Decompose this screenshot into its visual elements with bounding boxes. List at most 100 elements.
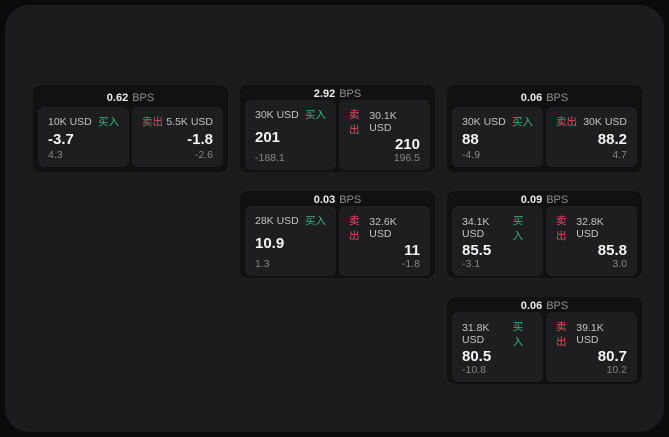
bps-value: 2.92 (313, 88, 336, 100)
buy-price: 201 (255, 128, 281, 146)
card-header: 0.06 BPS (452, 88, 637, 107)
sell-panel[interactable]: 卖出 30.1K USD 210 196.5 (339, 100, 430, 170)
bps-unit-label: BPS (339, 194, 362, 206)
sell-price: 80.7 (597, 348, 627, 365)
buy-panel[interactable]: 31.8K USD 买入 80.5 -10.8 (452, 312, 543, 382)
sell-panel-top: 卖出 5.5K USD (142, 114, 213, 129)
quote-card: 0.09 BPS 34.1K USD 买入 85.5 -3.1 卖出 32.8K… (447, 191, 642, 278)
sell-panel-top: 卖出 30K USD (556, 114, 627, 129)
bps-value: 0.06 (520, 91, 543, 104)
buy-delta: 1.3 (255, 258, 270, 270)
quote-card: 0.03 BPS 28K USD 买入 10.9 1.3 卖出 32.6K US… (240, 191, 435, 278)
buy-side-label: 买入 (512, 321, 524, 348)
buy-panel-top: 28K USD 买入 (255, 213, 326, 228)
sell-price: 85.8 (597, 242, 627, 259)
buy-price: 85.5 (462, 242, 492, 259)
sell-price: 210 (394, 136, 420, 153)
buy-panel-top: 31.8K USD 买入 (462, 319, 533, 349)
bps-value: 0.09 (520, 194, 543, 206)
sell-panel-top: 卖出 32.6K USD (349, 213, 420, 243)
sell-panel-top: 卖出 30.1K USD (349, 107, 420, 137)
buy-panel-top: 30K USD 买入 (462, 114, 533, 129)
sell-side-label: 卖出 (556, 321, 567, 348)
buy-amount: 30K USD (255, 108, 299, 121)
sell-side-label: 卖出 (349, 215, 360, 242)
side-panels: 31.8K USD 买入 80.5 -10.8 卖出 39.1K USD 80.… (452, 312, 637, 382)
quote-card: 0.06 BPS 31.8K USD 买入 80.5 -10.8 卖出 39.1… (447, 297, 642, 384)
sell-side-label: 卖出 (142, 116, 163, 128)
side-panels: 30K USD 买入 201 -188.1 卖出 30.1K USD 210 1… (245, 100, 430, 170)
sell-amount: 39.1K USD (576, 322, 604, 346)
quote-card: 0.62 BPS 10K USD 买入 -3.7 4.3 卖出 5.5K USD… (33, 85, 228, 172)
buy-delta: -3.1 (462, 258, 481, 270)
sell-panel-top: 卖出 32.8K USD (556, 213, 627, 243)
buy-side-label: 买入 (305, 109, 326, 121)
side-panels: 28K USD 买入 10.9 1.3 卖出 32.6K USD 11 -1.8 (245, 206, 430, 276)
buy-side-label: 买入 (98, 116, 119, 128)
buy-panel[interactable]: 34.1K USD 买入 85.5 -3.1 (452, 206, 543, 276)
buy-panel-top: 10K USD 买入 (48, 114, 119, 129)
sell-amount: 30K USD (583, 115, 627, 128)
sell-amount: 30.1K USD (369, 110, 397, 134)
sell-panel[interactable]: 卖出 39.1K USD 80.7 10.2 (546, 312, 637, 382)
buy-panel[interactable]: 30K USD 买入 88 -4.9 (452, 107, 543, 167)
quote-card: 0.06 BPS 30K USD 买入 88 -4.9 卖出 30K USD 8… (447, 85, 642, 172)
quote-card: 2.92 BPS 30K USD 买入 201 -188.1 卖出 30.1K … (240, 85, 435, 172)
bps-unit-label: BPS (132, 91, 155, 104)
sell-delta: -2.6 (194, 149, 213, 161)
sell-side-label: 卖出 (349, 109, 360, 136)
bps-value: 0.06 (520, 300, 543, 312)
buy-amount: 34.1K USD (462, 216, 490, 240)
buy-side-label: 买入 (305, 215, 326, 227)
sell-delta: 196.5 (393, 152, 420, 164)
buy-side-label: 买入 (512, 215, 524, 242)
side-panels: 10K USD 买入 -3.7 4.3 卖出 5.5K USD -1.8 -2.… (38, 107, 223, 167)
sell-delta: -1.8 (401, 258, 420, 270)
buy-delta: -10.8 (462, 364, 486, 376)
buy-delta: 4.3 (48, 149, 63, 161)
sell-delta: 10.2 (606, 364, 627, 376)
sell-panel-top: 卖出 39.1K USD (556, 319, 627, 349)
sell-delta: 4.7 (612, 149, 627, 161)
buy-panel-top: 34.1K USD 买入 (462, 213, 533, 243)
bps-unit-label: BPS (546, 194, 569, 206)
buy-panel[interactable]: 30K USD 买入 201 -188.1 (245, 100, 336, 170)
buy-amount: 30K USD (462, 115, 506, 128)
sell-panel[interactable]: 卖出 32.8K USD 85.8 3.0 (546, 206, 637, 276)
bps-unit-label: BPS (546, 91, 569, 104)
bps-unit-label: BPS (546, 300, 569, 312)
card-header: 2.92 BPS (245, 88, 430, 100)
buy-amount: 10K USD (48, 115, 92, 128)
buy-delta: -188.1 (255, 152, 285, 164)
sell-side-label: 卖出 (556, 215, 567, 242)
buy-amount: 28K USD (255, 214, 299, 227)
buy-panel[interactable]: 28K USD 买入 10.9 1.3 (245, 206, 336, 276)
buy-price: 88 (462, 130, 479, 148)
buy-panel-top: 30K USD 买入 (255, 107, 326, 122)
sell-price: 11 (404, 242, 420, 259)
card-header: 0.09 BPS (452, 194, 637, 206)
buy-panel[interactable]: 10K USD 买入 -3.7 4.3 (38, 107, 129, 167)
sell-panel[interactable]: 卖出 5.5K USD -1.8 -2.6 (132, 107, 223, 167)
card-header: 0.06 BPS (452, 300, 637, 312)
sell-price: 88.2 (597, 130, 627, 148)
app-panel: 0.62 BPS 10K USD 买入 -3.7 4.3 卖出 5.5K USD… (5, 5, 664, 432)
bps-unit-label: BPS (339, 88, 362, 100)
buy-amount: 31.8K USD (462, 322, 490, 346)
sell-delta: 3.0 (612, 258, 627, 270)
sell-amount: 5.5K USD (166, 115, 213, 128)
sell-amount: 32.6K USD (369, 216, 397, 240)
side-panels: 30K USD 买入 88 -4.9 卖出 30K USD 88.2 4.7 (452, 107, 637, 167)
sell-price: -1.8 (187, 130, 213, 148)
buy-price: 80.5 (462, 348, 492, 365)
sell-side-label: 卖出 (556, 116, 577, 128)
buy-price: -3.7 (48, 130, 74, 148)
buy-delta: -4.9 (462, 149, 481, 161)
sell-panel[interactable]: 卖出 30K USD 88.2 4.7 (546, 107, 637, 167)
side-panels: 34.1K USD 买入 85.5 -3.1 卖出 32.8K USD 85.8… (452, 206, 637, 276)
bps-value: 0.62 (106, 91, 129, 104)
buy-price: 10.9 (255, 234, 285, 252)
bps-value: 0.03 (313, 194, 336, 206)
sell-panel[interactable]: 卖出 32.6K USD 11 -1.8 (339, 206, 430, 276)
card-header: 0.03 BPS (245, 194, 430, 206)
